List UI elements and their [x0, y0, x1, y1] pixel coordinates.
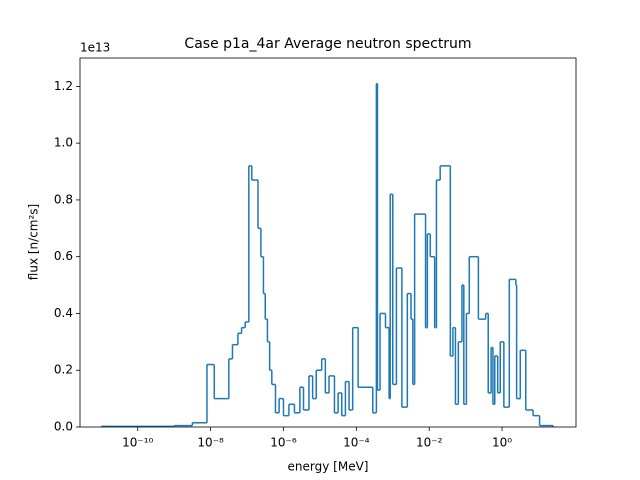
x-tick-label: 10⁰	[492, 436, 512, 450]
chart-title: Case p1a_4ar Average neutron spectrum	[184, 36, 471, 52]
x-tick-label: 10⁻⁴	[343, 436, 370, 450]
axes-frame	[79, 57, 577, 428]
y-axis-label: flux [n/cm²s]	[27, 204, 41, 280]
x-axis-label: energy [MeV]	[288, 460, 369, 474]
y-tick-label: 0.2	[54, 363, 73, 377]
x-tick-label: 10⁻²	[416, 436, 443, 450]
y-tick-label: 1.0	[54, 136, 73, 150]
y-tick-label: 0.4	[54, 306, 73, 320]
y-tick-label: 0.0	[54, 420, 73, 434]
y-offset-label: 1e13	[80, 41, 110, 55]
y-tick-label: 0.8	[54, 192, 73, 206]
y-tick-label: 0.6	[54, 249, 73, 263]
x-tick-label: 10⁻⁸	[197, 436, 224, 450]
x-tick-label: 10⁻¹⁰	[122, 436, 153, 450]
y-tick-label: 1.2	[54, 79, 73, 93]
x-tick-label: 10⁻⁶	[270, 436, 297, 450]
